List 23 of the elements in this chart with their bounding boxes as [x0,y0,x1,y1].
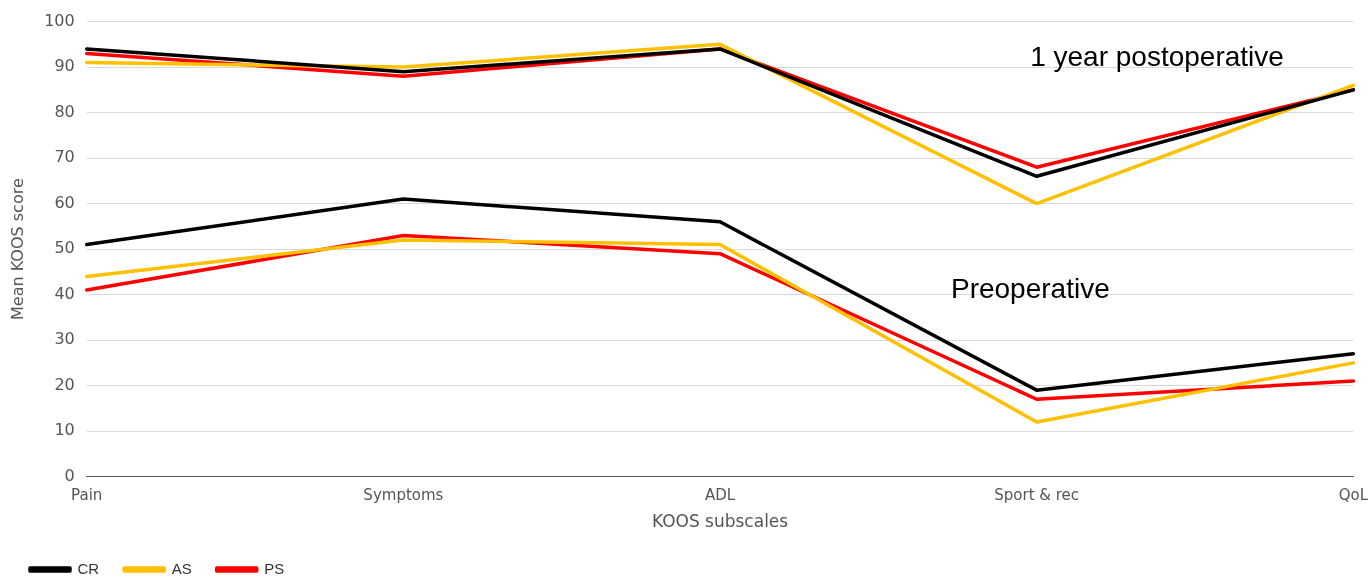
y-tick-label: 90 [54,56,75,76]
y-tick-label: 10 [54,420,75,440]
y-tick-label: 30 [54,329,75,349]
y-axis-title: Mean KOOS score [7,178,27,320]
y-tick-label: 20 [54,374,75,394]
legend-label: PS [264,559,285,577]
annotation: Preoperative [950,272,1110,304]
y-tick-label: 70 [54,147,75,167]
x-tick-label: Sport & rec [994,486,1080,505]
x-tick-label: Symptoms [363,486,444,505]
x-axis-title: KOOS subscales [651,511,789,532]
annotation: 1 year postoperative [1030,40,1284,72]
x-tick-label: Pain [71,486,103,505]
y-tick-label: 50 [54,238,75,258]
x-tick-label: ADL [704,486,736,505]
y-tick-label: 80 [54,101,75,121]
legend-label: CR [77,559,100,577]
y-tick-label: 40 [54,283,75,303]
x-tick-label: QoL [1338,486,1369,505]
y-tick-label: 0 [64,465,75,485]
y-tick-label: 60 [54,192,75,212]
legend-label: AS [171,559,192,577]
y-tick-label: 100 [44,10,75,30]
